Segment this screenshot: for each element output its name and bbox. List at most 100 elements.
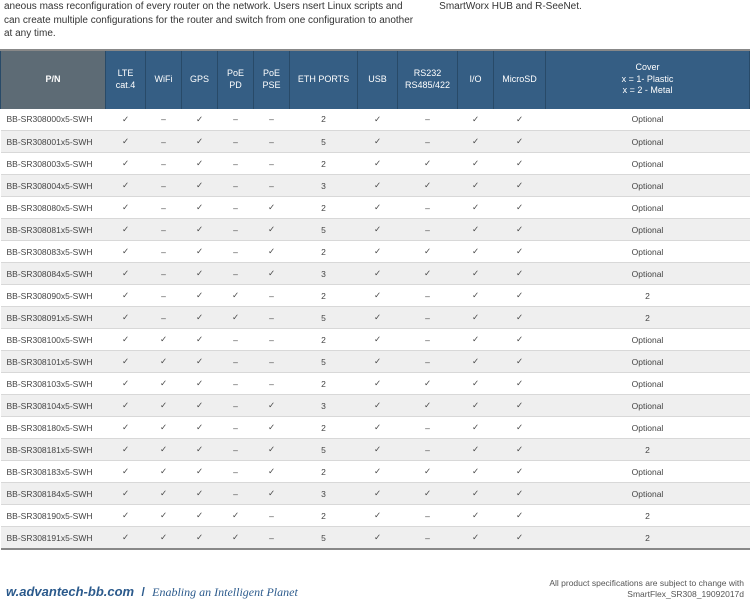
spec-cell: –: [218, 395, 254, 417]
spec-table-wrap: P/NLTEcat.4WiFiGPSPoEPDPoEPSEETH PORTSUS…: [0, 49, 750, 551]
spec-cell: –: [254, 285, 290, 307]
spec-cell: 2: [290, 417, 358, 439]
spec-cell: ✓: [358, 483, 398, 505]
spec-cell: –: [398, 197, 458, 219]
spec-cell: ✓: [494, 131, 546, 153]
spec-cell: 2: [546, 527, 750, 550]
spec-cell: ✓: [254, 395, 290, 417]
spec-cell: ✓: [106, 395, 146, 417]
spec-cell: –: [254, 505, 290, 527]
spec-cell: –: [254, 527, 290, 550]
spec-cell: ✓: [358, 461, 398, 483]
spec-cell: ✓: [106, 307, 146, 329]
spec-cell: ✓: [398, 153, 458, 175]
spec-cell: 3: [290, 175, 358, 197]
spec-cell: 2: [290, 241, 358, 263]
spec-cell: ✓: [146, 417, 182, 439]
spec-cell: Optional: [546, 263, 750, 285]
spec-cell: ✓: [494, 153, 546, 175]
spec-cell: Optional: [546, 329, 750, 351]
pn-cell: BB-SR308004x5-SWH: [1, 175, 106, 197]
spec-cell: ✓: [182, 219, 218, 241]
spec-cell: ✓: [358, 527, 398, 550]
spec-cell: ✓: [182, 175, 218, 197]
spec-cell: ✓: [106, 351, 146, 373]
spec-cell: –: [146, 307, 182, 329]
spec-cell: ✓: [182, 417, 218, 439]
spec-cell: ✓: [182, 153, 218, 175]
pn-cell: BB-SR308091x5-SWH: [1, 307, 106, 329]
spec-cell: –: [398, 417, 458, 439]
spec-cell: ✓: [106, 439, 146, 461]
spec-cell: –: [254, 153, 290, 175]
spec-cell: –: [218, 329, 254, 351]
spec-cell: ✓: [358, 263, 398, 285]
spec-cell: ✓: [458, 285, 494, 307]
spec-cell: ✓: [182, 109, 218, 131]
spec-cell: –: [146, 263, 182, 285]
spec-cell: –: [398, 505, 458, 527]
spec-cell: ✓: [182, 483, 218, 505]
table-row: BB-SR308090x5-SWH✓–✓✓–2✓–✓✓2: [1, 285, 750, 307]
spec-cell: Optional: [546, 351, 750, 373]
table-row: BB-SR308101x5-SWH✓✓✓––5✓–✓✓Optional: [1, 351, 750, 373]
spec-cell: ✓: [494, 219, 546, 241]
spec-cell: ✓: [358, 505, 398, 527]
spec-cell: Optional: [546, 153, 750, 175]
spec-cell: Optional: [546, 417, 750, 439]
spec-cell: ✓: [182, 351, 218, 373]
spec-cell: 3: [290, 483, 358, 505]
spec-cell: 2: [290, 109, 358, 131]
spec-cell: ✓: [494, 395, 546, 417]
spec-cell: ✓: [398, 395, 458, 417]
spec-cell: –: [398, 307, 458, 329]
spec-cell: ✓: [218, 527, 254, 550]
spec-cell: 3: [290, 395, 358, 417]
spec-cell: –: [218, 461, 254, 483]
spec-cell: Optional: [546, 219, 750, 241]
spec-cell: –: [398, 131, 458, 153]
spec-cell: ✓: [106, 483, 146, 505]
spec-cell: ✓: [146, 527, 182, 550]
spec-cell: ✓: [494, 285, 546, 307]
table-row: BB-SR308190x5-SWH✓✓✓✓–2✓–✓✓2: [1, 505, 750, 527]
spec-cell: –: [218, 241, 254, 263]
table-row: BB-SR308091x5-SWH✓–✓✓–5✓–✓✓2: [1, 307, 750, 329]
spec-cell: ✓: [254, 483, 290, 505]
spec-cell: –: [218, 263, 254, 285]
spec-cell: ✓: [182, 527, 218, 550]
spec-cell: –: [398, 527, 458, 550]
spec-cell: 2: [290, 197, 358, 219]
spec-cell: 2: [546, 505, 750, 527]
spec-cell: ✓: [494, 439, 546, 461]
spec-cell: ✓: [458, 329, 494, 351]
spec-cell: –: [218, 219, 254, 241]
spec-cell: ✓: [182, 439, 218, 461]
pn-cell: BB-SR308181x5-SWH: [1, 439, 106, 461]
spec-cell: 2: [290, 373, 358, 395]
col-header: USB: [358, 51, 398, 109]
spec-cell: 2: [546, 439, 750, 461]
col-header: Coverx = 1- Plasticx = 2 - Metal: [546, 51, 750, 109]
spec-cell: ✓: [106, 461, 146, 483]
pn-cell: BB-SR308081x5-SWH: [1, 219, 106, 241]
spec-cell: ✓: [358, 175, 398, 197]
pn-cell: BB-SR308184x5-SWH: [1, 483, 106, 505]
spec-cell: –: [146, 153, 182, 175]
spec-cell: ✓: [106, 153, 146, 175]
spec-cell: ✓: [458, 417, 494, 439]
spec-cell: Optional: [546, 175, 750, 197]
spec-cell: ✓: [458, 131, 494, 153]
spec-cell: ✓: [182, 373, 218, 395]
spec-cell: ✓: [182, 461, 218, 483]
spec-cell: ✓: [358, 153, 398, 175]
spec-cell: ✓: [358, 373, 398, 395]
spec-cell: ✓: [494, 109, 546, 131]
spec-cell: –: [218, 153, 254, 175]
spec-cell: –: [146, 285, 182, 307]
table-row: BB-SR308181x5-SWH✓✓✓–✓5✓–✓✓2: [1, 439, 750, 461]
pn-cell: BB-SR308080x5-SWH: [1, 197, 106, 219]
spec-cell: ✓: [106, 285, 146, 307]
table-row: BB-SR308183x5-SWH✓✓✓–✓2✓✓✓✓Optional: [1, 461, 750, 483]
spec-cell: –: [146, 109, 182, 131]
